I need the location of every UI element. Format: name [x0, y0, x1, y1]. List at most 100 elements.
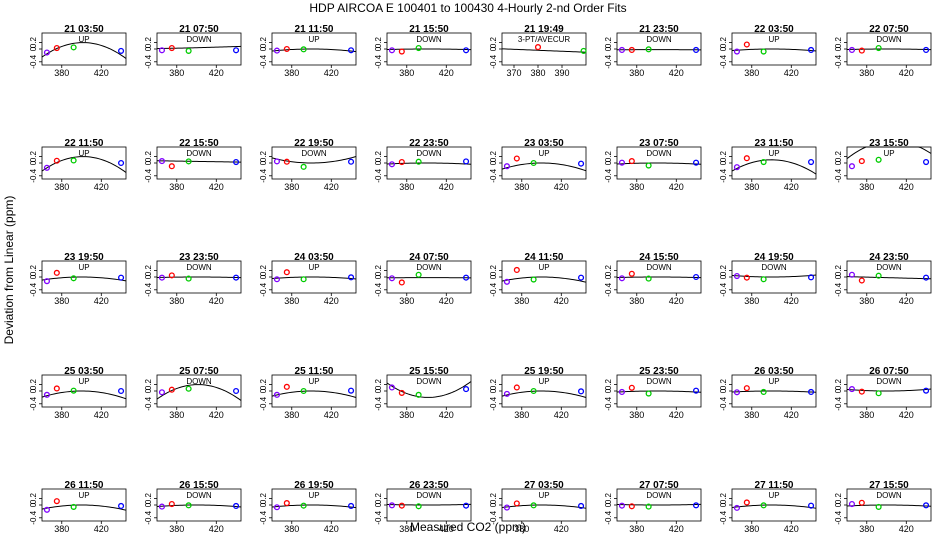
y-tick-label: 0.2 — [374, 264, 383, 276]
x-tick-label: 380 — [744, 296, 759, 306]
data-point — [848, 386, 855, 393]
panel-title: 25 19:50 — [524, 366, 564, 377]
y-tick-label: -0.4 — [489, 282, 498, 296]
panel-subtitle: DOWN — [186, 149, 212, 158]
data-point — [733, 164, 740, 171]
data-point — [645, 503, 652, 510]
data-point — [580, 47, 587, 54]
y-tick-label: -0.4 — [489, 168, 498, 182]
y-tick-label: 0.2 — [259, 150, 268, 162]
data-point — [158, 389, 165, 396]
data-point — [645, 162, 652, 169]
data-point — [875, 272, 882, 279]
data-point — [118, 159, 125, 167]
panel-subtitle: UP — [308, 35, 319, 44]
panel-title: 23 15:50 — [869, 138, 909, 149]
fit-curve — [616, 162, 702, 165]
data-point — [513, 384, 520, 391]
panel-subtitle: UP — [78, 149, 89, 158]
fit-curve — [846, 388, 932, 392]
data-point — [858, 388, 865, 395]
data-point — [808, 388, 815, 396]
y-tick-label: 0 — [29, 46, 38, 51]
x-tick-label: 420 — [784, 410, 799, 420]
x-tick-label: 420 — [899, 524, 914, 534]
x-tick-label: 380 — [514, 182, 529, 192]
fit-curve — [271, 276, 357, 280]
y-tick-label: 0.2 — [489, 264, 498, 276]
y-tick-label: -0.4 — [719, 510, 728, 524]
panel-title: 25 03:50 — [64, 366, 104, 377]
y-tick-label: 0.2 — [834, 378, 843, 390]
data-point — [53, 157, 60, 164]
data-point — [415, 503, 422, 510]
panel-subtitle: DOWN — [646, 149, 672, 158]
y-tick-label: 0 — [374, 388, 383, 393]
x-tick-label: 420 — [94, 68, 109, 78]
y-tick-label: -0.4 — [144, 168, 153, 182]
data-point — [808, 502, 815, 509]
y-tick-label: -0.4 — [604, 510, 613, 524]
panel-title: 23 07:50 — [639, 138, 679, 149]
panel-title: 26 19:50 — [294, 480, 334, 491]
panel-title: 26 23:50 — [409, 480, 449, 491]
y-tick-label: 0.2 — [834, 264, 843, 276]
y-tick-label: 0.2 — [604, 264, 613, 276]
panel-subtitle: 3-PT/AVECUR — [518, 35, 571, 44]
x-tick-label: 380 — [629, 68, 644, 78]
data-point — [530, 502, 537, 509]
panel-subtitle: DOWN — [646, 263, 672, 272]
data-point — [578, 274, 585, 281]
y-tick-label: 0 — [259, 388, 268, 393]
y-tick-label: 0 — [144, 502, 153, 507]
y-tick-label: 0.2 — [834, 492, 843, 504]
data-point — [300, 46, 307, 53]
x-tick-label: 380 — [54, 296, 69, 306]
data-point — [534, 44, 542, 51]
fit-curve — [41, 276, 127, 282]
data-point — [618, 46, 625, 54]
panel-title: 26 11:50 — [65, 480, 104, 491]
y-tick-label: -0.4 — [834, 396, 843, 410]
data-point — [53, 385, 60, 392]
y-tick-label: -0.4 — [374, 54, 383, 68]
y-tick-label: 0 — [259, 46, 268, 51]
y-tick-label: 0.2 — [604, 36, 613, 48]
y-axis-label: Deviation from Linear (ppm) — [2, 196, 16, 345]
x-tick-label: 420 — [554, 410, 569, 420]
panel-title: 23 03:50 — [524, 138, 564, 149]
data-point — [808, 274, 815, 281]
panel-title: 24 11:50 — [525, 252, 564, 263]
y-tick-label: -0.4 — [259, 282, 268, 296]
x-tick-label: 390 — [554, 68, 569, 78]
x-tick-label: 380 — [54, 182, 69, 192]
x-axis-label: Measured CO2 (ppm) — [410, 520, 526, 534]
data-point — [185, 47, 192, 54]
y-tick-label: 0 — [834, 274, 843, 279]
data-point — [273, 391, 280, 398]
data-point — [463, 158, 470, 165]
panel-title: 23 11:50 — [755, 138, 794, 149]
y-tick-label: 0.2 — [259, 378, 268, 390]
panel-title: 27 11:50 — [755, 480, 794, 491]
panel-subtitle: UP — [538, 377, 549, 386]
data-point — [233, 274, 240, 281]
panel-title: 24 23:50 — [869, 252, 909, 263]
data-point — [185, 385, 192, 392]
data-point — [348, 274, 355, 281]
x-tick-label: 420 — [94, 182, 109, 192]
y-tick-label: -0.4 — [604, 168, 613, 182]
panel-subtitle: UP — [768, 149, 779, 158]
data-point — [398, 279, 405, 286]
data-point — [875, 390, 882, 397]
data-point — [628, 503, 635, 510]
y-tick-label: 0.2 — [719, 378, 728, 390]
panel-title: 25 07:50 — [179, 366, 219, 377]
y-tick-label: 0.2 — [144, 492, 153, 504]
